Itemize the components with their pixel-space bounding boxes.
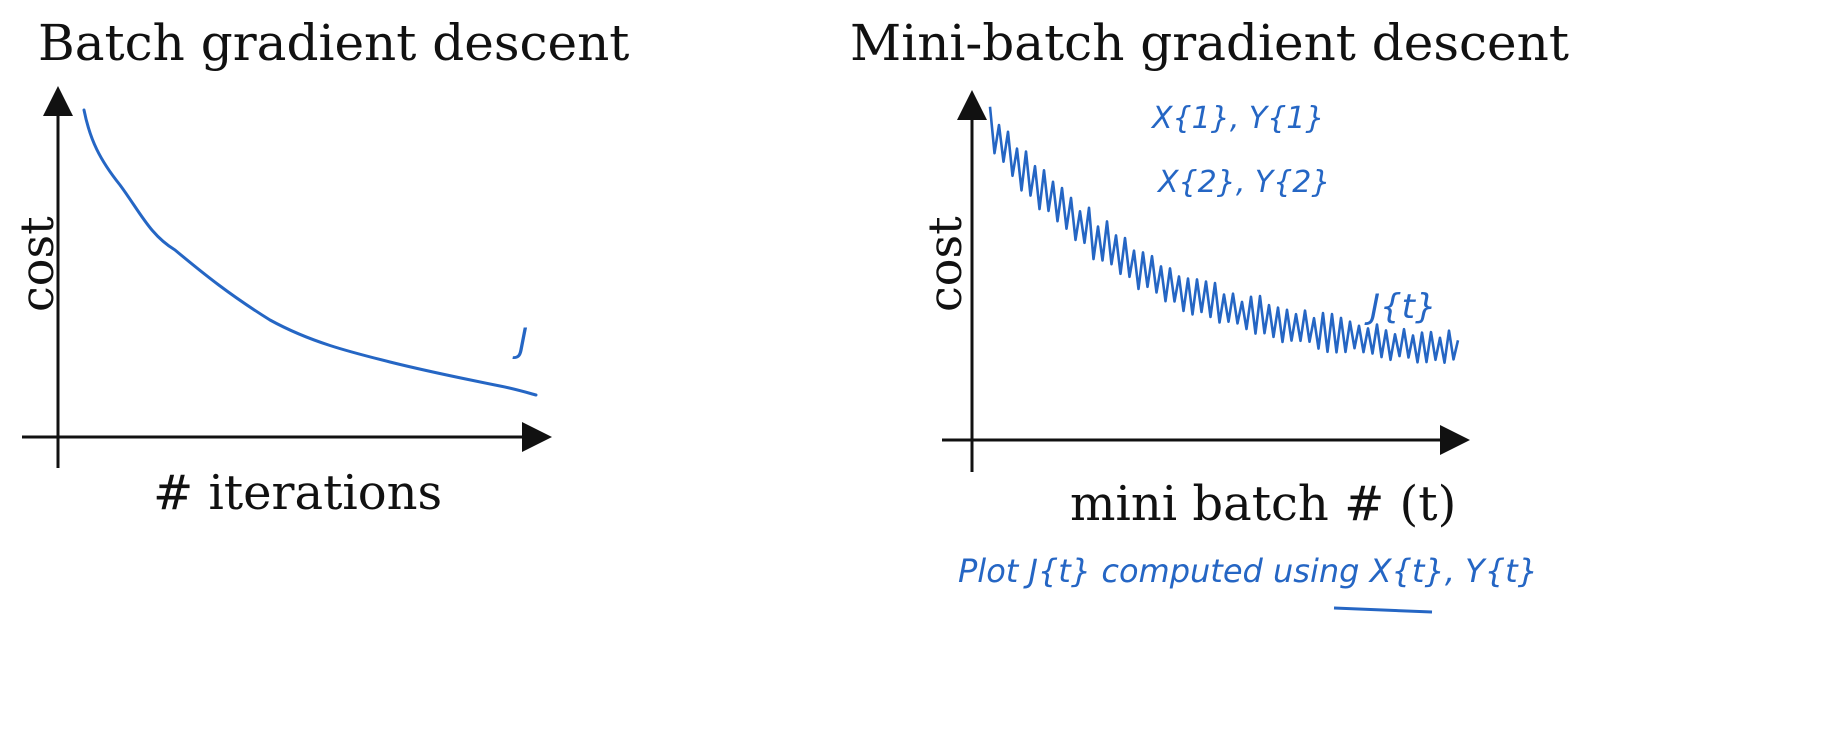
handwritten-note: Plot J{t} computed using X{t}, Y{t} [958,552,1538,590]
left-title: Batch gradient descent [38,14,630,72]
annotation-x2-y2: X{2}, Y{2} [1156,165,1330,200]
right-xlabel: mini batch # (t) [1070,476,1457,532]
right-cost-curve [988,106,1460,364]
left-curve-label: J [512,321,528,361]
left-cost-curve [82,108,538,397]
right-title: Mini-batch gradient descent [850,14,1569,72]
right-curve-label: J{t} [1364,287,1437,327]
annotation-x1-y1: X{1}, Y{1} [1150,101,1324,136]
left-xlabel: # iterations [153,465,443,521]
note-underline [1333,606,1433,614]
